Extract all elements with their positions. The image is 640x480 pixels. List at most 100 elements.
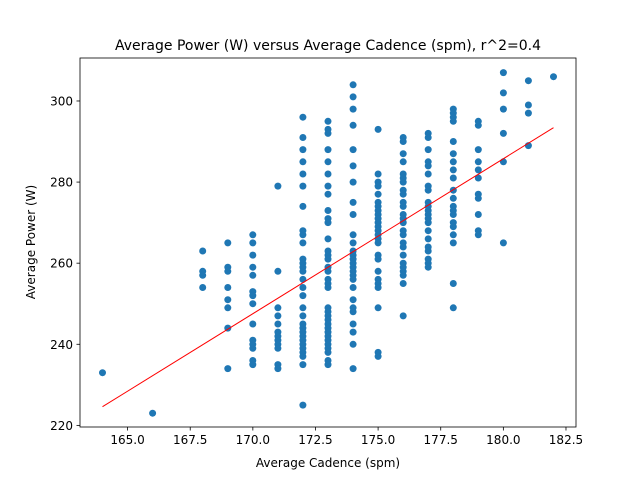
data-point bbox=[449, 239, 457, 247]
regression-line bbox=[102, 127, 554, 408]
data-point bbox=[449, 174, 457, 182]
data-point bbox=[474, 146, 482, 154]
data-point bbox=[349, 121, 357, 129]
data-point bbox=[550, 73, 557, 81]
x-tick-label: 165.0 bbox=[110, 433, 144, 447]
data-point bbox=[249, 344, 257, 352]
data-point bbox=[399, 271, 407, 279]
data-point bbox=[399, 312, 407, 320]
data-point bbox=[299, 312, 307, 320]
data-point bbox=[324, 129, 332, 137]
data-point bbox=[424, 227, 432, 235]
data-point bbox=[399, 280, 407, 287]
data-point bbox=[349, 320, 357, 328]
x-axis-label: Average Cadence (spm) bbox=[256, 456, 400, 470]
data-point bbox=[399, 138, 407, 145]
data-point bbox=[349, 275, 357, 283]
data-point bbox=[449, 280, 457, 287]
data-point bbox=[499, 105, 507, 113]
data-point bbox=[324, 348, 332, 356]
data-point bbox=[399, 219, 407, 227]
x-tick-label: 182.5 bbox=[549, 433, 583, 447]
data-point bbox=[349, 178, 357, 186]
data-point bbox=[249, 239, 257, 247]
data-point bbox=[399, 243, 407, 251]
data-points bbox=[99, 69, 557, 417]
data-point bbox=[449, 138, 457, 145]
data-point bbox=[349, 340, 357, 348]
y-axis: 220 240 260 280 300 bbox=[50, 94, 80, 433]
data-point bbox=[474, 211, 482, 218]
data-point bbox=[324, 182, 332, 190]
data-point bbox=[324, 219, 332, 227]
data-point bbox=[324, 190, 332, 198]
data-point bbox=[449, 150, 457, 158]
plot-area bbox=[99, 69, 557, 417]
data-point bbox=[424, 219, 432, 227]
data-point bbox=[374, 284, 382, 291]
data-point bbox=[299, 401, 307, 409]
y-tick-label: 240 bbox=[50, 338, 73, 352]
data-point bbox=[424, 263, 432, 271]
data-point bbox=[349, 162, 357, 170]
x-tick-label: 172.5 bbox=[298, 433, 332, 447]
data-point bbox=[349, 239, 357, 247]
y-tick-label: 260 bbox=[50, 257, 73, 271]
data-point bbox=[424, 247, 432, 255]
data-point bbox=[474, 194, 482, 202]
data-point bbox=[224, 267, 232, 275]
data-point bbox=[499, 89, 507, 97]
chart-title: Average Power (W) versus Average Cadence… bbox=[115, 38, 541, 54]
data-point bbox=[199, 247, 207, 255]
data-point bbox=[474, 231, 482, 239]
y-tick-label: 280 bbox=[50, 176, 73, 190]
data-point bbox=[474, 158, 482, 166]
data-point bbox=[449, 223, 457, 231]
data-point bbox=[474, 174, 482, 182]
data-point bbox=[399, 251, 407, 259]
data-point bbox=[374, 352, 382, 360]
data-point bbox=[249, 251, 257, 259]
data-point bbox=[299, 158, 307, 166]
data-point bbox=[499, 129, 507, 137]
data-point bbox=[324, 235, 332, 243]
data-point bbox=[349, 284, 357, 291]
data-point bbox=[424, 134, 432, 141]
data-point bbox=[299, 231, 307, 239]
data-point bbox=[299, 292, 307, 300]
data-point bbox=[299, 304, 307, 312]
data-point bbox=[349, 296, 357, 304]
data-point bbox=[374, 267, 382, 275]
data-point bbox=[349, 211, 357, 218]
data-point bbox=[449, 194, 457, 202]
data-point bbox=[374, 170, 382, 178]
data-point bbox=[399, 231, 407, 239]
data-point bbox=[249, 231, 257, 239]
data-point bbox=[424, 162, 432, 170]
data-point bbox=[299, 284, 307, 291]
x-tick-label: 177.5 bbox=[424, 433, 458, 447]
data-point bbox=[474, 166, 482, 174]
x-axis: 165.0 167.5 170.0 172.5 175.0 177.5 180.0 182.5 bbox=[110, 427, 583, 447]
data-point bbox=[349, 81, 357, 89]
data-point bbox=[349, 105, 357, 113]
data-point bbox=[274, 312, 282, 320]
data-point bbox=[324, 117, 332, 125]
data-point bbox=[524, 77, 532, 85]
data-point bbox=[149, 409, 157, 417]
data-point bbox=[199, 284, 207, 291]
y-axis-label: Average Power (W) bbox=[24, 185, 38, 299]
data-point bbox=[424, 146, 432, 154]
data-point bbox=[524, 101, 532, 109]
data-point bbox=[324, 255, 332, 263]
data-point bbox=[249, 320, 257, 328]
data-point bbox=[274, 182, 282, 190]
data-point bbox=[274, 365, 282, 373]
data-point bbox=[324, 207, 332, 214]
data-point bbox=[249, 300, 257, 308]
data-point bbox=[299, 182, 307, 190]
data-point bbox=[399, 178, 407, 186]
data-point bbox=[374, 239, 382, 247]
x-tick-label: 175.0 bbox=[361, 433, 395, 447]
data-point bbox=[324, 267, 332, 275]
